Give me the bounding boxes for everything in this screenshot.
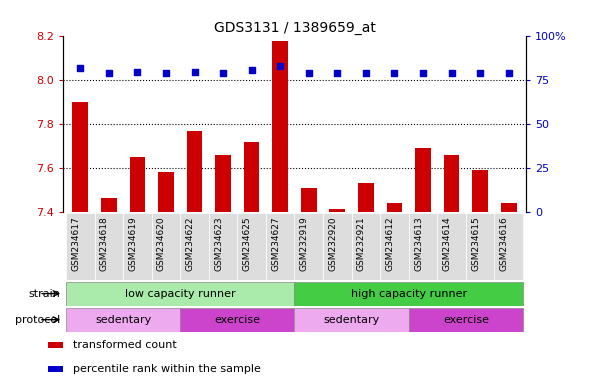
- Bar: [123, 213, 151, 280]
- Text: GSM234612: GSM234612: [385, 216, 394, 271]
- Bar: [215, 155, 231, 212]
- Bar: [323, 213, 352, 280]
- Text: protocol: protocol: [15, 314, 60, 325]
- Bar: [187, 131, 203, 212]
- Bar: [438, 213, 466, 280]
- Text: sedentary: sedentary: [95, 314, 151, 325]
- Bar: [94, 213, 123, 280]
- Text: sedentary: sedentary: [323, 314, 380, 325]
- Text: exercise: exercise: [443, 314, 489, 325]
- Text: GSM234625: GSM234625: [243, 216, 252, 271]
- Bar: [358, 183, 374, 212]
- Text: low capacity runner: low capacity runner: [125, 288, 236, 299]
- Bar: [180, 213, 209, 280]
- Point: [389, 70, 399, 76]
- Bar: [409, 308, 523, 332]
- Text: GSM234627: GSM234627: [271, 216, 280, 271]
- Point: [332, 70, 342, 76]
- Bar: [294, 281, 523, 306]
- Text: GSM234613: GSM234613: [414, 216, 423, 271]
- Text: GSM232920: GSM232920: [328, 216, 337, 271]
- Point: [504, 70, 513, 76]
- Bar: [466, 213, 495, 280]
- Bar: [48, 342, 64, 348]
- Text: GSM234617: GSM234617: [72, 216, 81, 271]
- Bar: [66, 213, 94, 280]
- Text: strain: strain: [28, 288, 60, 299]
- Text: GSM234615: GSM234615: [471, 216, 480, 271]
- Point: [76, 65, 85, 71]
- Bar: [329, 209, 345, 212]
- Text: high capacity runner: high capacity runner: [351, 288, 467, 299]
- Bar: [237, 213, 266, 280]
- Point: [447, 70, 456, 76]
- Text: percentile rank within the sample: percentile rank within the sample: [73, 364, 261, 374]
- Bar: [72, 102, 88, 212]
- Bar: [444, 155, 459, 212]
- Point: [361, 70, 371, 76]
- Bar: [409, 213, 438, 280]
- Point: [190, 68, 200, 74]
- Bar: [386, 203, 402, 212]
- Text: GSM234620: GSM234620: [157, 216, 166, 271]
- Bar: [352, 213, 380, 280]
- Point: [475, 70, 485, 76]
- Bar: [294, 308, 409, 332]
- Bar: [301, 187, 317, 212]
- Text: GSM234619: GSM234619: [129, 216, 138, 271]
- Title: GDS3131 / 1389659_at: GDS3131 / 1389659_at: [213, 22, 376, 35]
- Bar: [415, 148, 431, 212]
- Bar: [501, 203, 517, 212]
- Bar: [101, 199, 117, 212]
- Text: GSM234623: GSM234623: [214, 216, 223, 271]
- Bar: [209, 213, 237, 280]
- Bar: [472, 170, 488, 212]
- Bar: [294, 213, 323, 280]
- Bar: [130, 157, 145, 212]
- Point: [418, 70, 428, 76]
- Bar: [48, 366, 64, 372]
- Text: GSM234622: GSM234622: [186, 216, 195, 271]
- Bar: [180, 308, 294, 332]
- Bar: [66, 308, 180, 332]
- Text: GSM234618: GSM234618: [100, 216, 109, 271]
- Text: exercise: exercise: [215, 314, 260, 325]
- Bar: [272, 41, 288, 212]
- Point: [247, 67, 257, 73]
- Text: GSM234614: GSM234614: [442, 216, 451, 271]
- Text: transformed count: transformed count: [73, 340, 177, 350]
- Text: GSM232921: GSM232921: [357, 216, 366, 271]
- Bar: [495, 213, 523, 280]
- Bar: [151, 213, 180, 280]
- Bar: [380, 213, 409, 280]
- Text: GSM232919: GSM232919: [300, 216, 309, 271]
- Point: [161, 70, 171, 76]
- Point: [133, 68, 142, 74]
- Point: [304, 70, 314, 76]
- Point: [218, 70, 228, 76]
- Bar: [158, 172, 174, 212]
- Bar: [266, 213, 294, 280]
- Text: GSM234616: GSM234616: [500, 216, 508, 271]
- Point: [275, 63, 285, 70]
- Bar: [66, 281, 294, 306]
- Point: [104, 70, 114, 76]
- Bar: [244, 142, 260, 212]
